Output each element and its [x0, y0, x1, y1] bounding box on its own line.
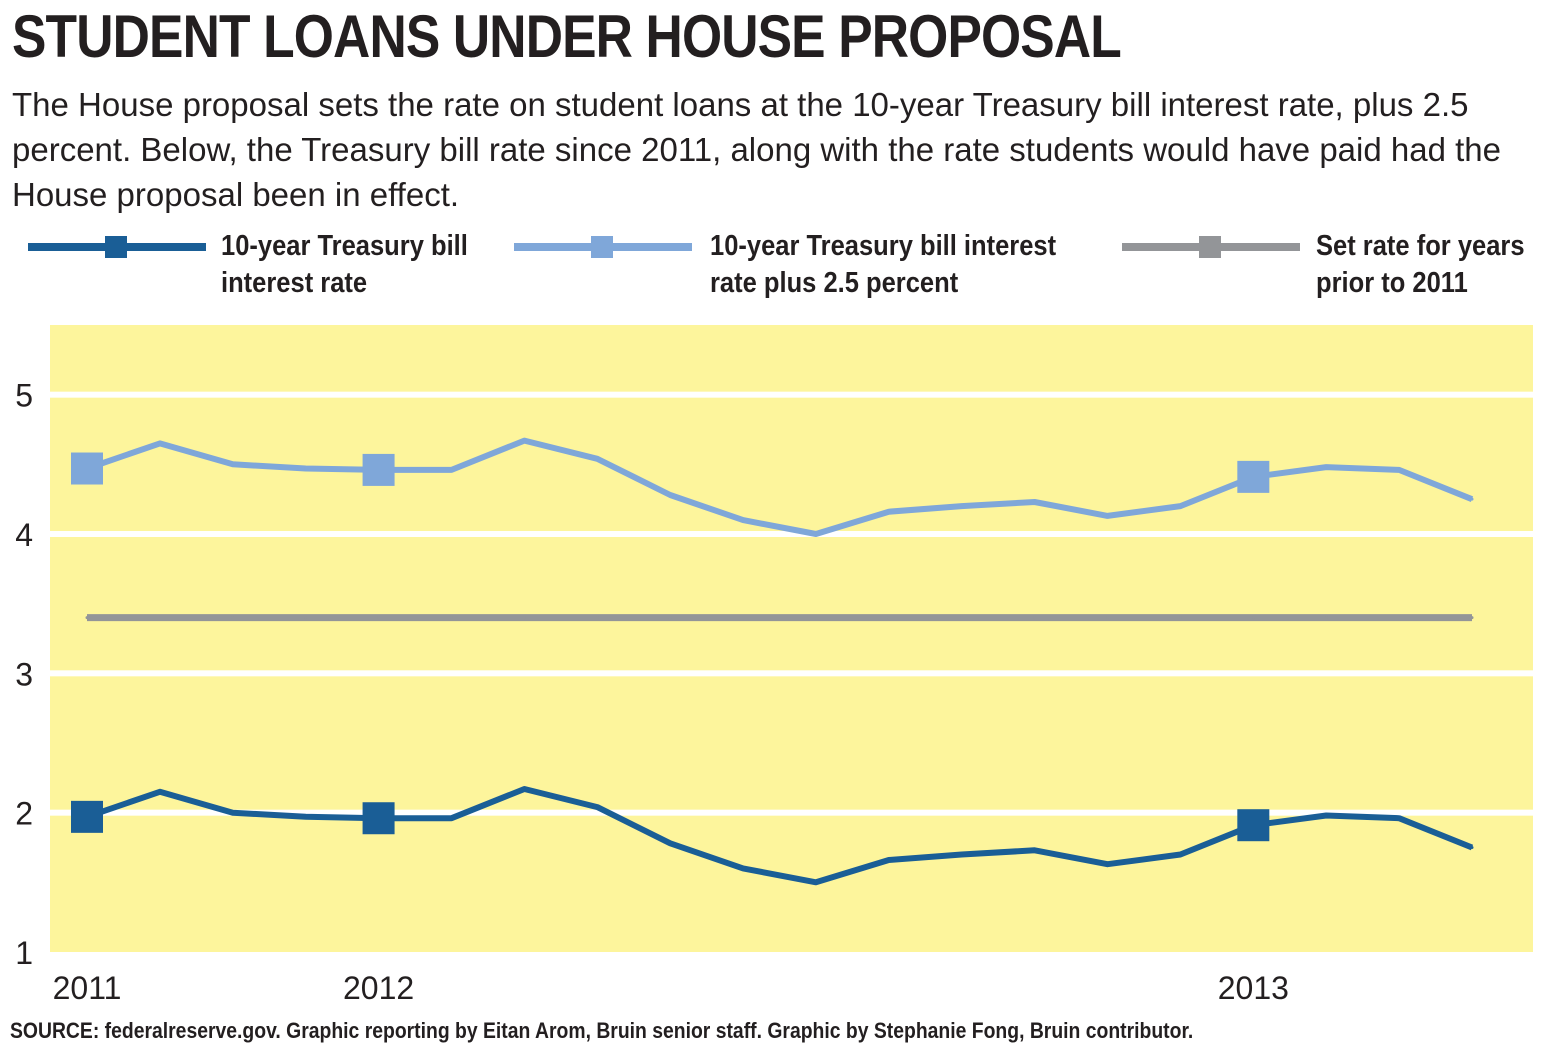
- data-point: [231, 462, 235, 466]
- data-point: [1033, 848, 1037, 852]
- data-point: [1470, 846, 1474, 849]
- legend-marker: [591, 236, 613, 258]
- legend-marker: [1199, 236, 1221, 258]
- data-point: [522, 439, 526, 443]
- data-point: [85, 616, 89, 620]
- gridline: [40, 809, 1533, 816]
- y-tick-label: 3: [15, 656, 33, 692]
- data-point: [1033, 500, 1037, 504]
- data-point: [1470, 616, 1474, 620]
- data-point: [595, 805, 599, 809]
- legend-label: Set rate for years prior to 2011: [1316, 228, 1525, 302]
- data-point: [231, 811, 235, 815]
- data-point: [1324, 465, 1328, 469]
- data-point: [304, 467, 308, 471]
- series-marker: [362, 453, 395, 486]
- legend-label-line2: prior to 2011: [1316, 267, 1468, 299]
- data-point: [1178, 852, 1182, 856]
- y-tick-label: 5: [15, 378, 33, 414]
- data-point: [1178, 616, 1182, 620]
- data-point: [449, 616, 453, 620]
- data-point: [668, 841, 672, 845]
- chart-subtitle: The House proposal sets the rate on stud…: [12, 86, 1501, 213]
- data-point: [1397, 816, 1401, 820]
- data-point: [377, 616, 381, 620]
- data-point: [887, 858, 891, 862]
- data-point: [1251, 616, 1255, 620]
- data-point: [814, 880, 818, 884]
- legend-label-line1: 10-year Treasury bill: [221, 230, 468, 262]
- data-point: [1324, 813, 1328, 817]
- chart-title: STUDENT LOANS UNDER HOUSE PROPOSAL: [12, 3, 1122, 70]
- legend-label-line2: rate plus 2.5 percent: [710, 267, 959, 299]
- legend-label-line1: 10-year Treasury bill interest: [710, 230, 1057, 262]
- data-point: [960, 504, 964, 508]
- data-point: [158, 790, 162, 794]
- data-point: [304, 815, 308, 819]
- legend-label: 10-year Treasury bill interest rate: [221, 228, 468, 302]
- data-point: [960, 852, 964, 856]
- data-point: [1397, 468, 1401, 472]
- x-tick-label: 2012: [343, 970, 414, 1006]
- data-point: [814, 532, 818, 536]
- data-point: [449, 468, 453, 472]
- data-point: [741, 518, 745, 522]
- data-point: [1178, 504, 1182, 508]
- y-tick-label: 4: [15, 517, 33, 553]
- data-point: [1397, 616, 1401, 620]
- data-point: [668, 616, 672, 620]
- data-point: [741, 616, 745, 620]
- y-tick-label: 2: [15, 796, 33, 832]
- data-point: [595, 457, 599, 461]
- series-marker: [71, 800, 103, 833]
- data-point: [522, 616, 526, 620]
- legend-label: 10-year Treasury bill interest rate plus…: [710, 228, 1056, 302]
- data-point: [960, 616, 964, 620]
- data-point: [1470, 497, 1474, 501]
- legend-label-line1: Set rate for years: [1316, 230, 1525, 262]
- series-marker: [362, 802, 395, 835]
- data-point: [887, 510, 891, 514]
- data-point: [1106, 616, 1110, 620]
- data-point: [887, 616, 891, 620]
- data-point: [668, 493, 672, 497]
- data-point: [158, 616, 162, 620]
- data-point: [522, 787, 526, 791]
- x-tick-label: 2013: [1218, 970, 1289, 1006]
- data-point: [1033, 616, 1037, 620]
- plot-background: [50, 325, 1533, 952]
- data-point: [1106, 862, 1110, 866]
- data-point: [1324, 616, 1328, 620]
- legend-label-line2: interest rate: [221, 267, 368, 299]
- series-marker: [1237, 460, 1270, 493]
- data-point: [595, 616, 599, 620]
- gridline: [40, 670, 1533, 677]
- data-point: [158, 441, 162, 445]
- data-point: [304, 616, 308, 620]
- gridline: [40, 531, 1533, 537]
- y-tick-label: 1: [15, 935, 33, 971]
- series-marker: [1237, 809, 1270, 842]
- gridline: [40, 391, 1533, 398]
- data-point: [741, 866, 745, 870]
- line-chart: 1 2 3 4 5 2011 2012 2013: [15, 325, 1533, 1006]
- series-marker: [71, 452, 103, 485]
- data-point: [231, 616, 235, 620]
- legend-marker: [105, 236, 127, 258]
- source-note: SOURCE: federalreserve.gov. Graphic repo…: [10, 1018, 1194, 1043]
- data-point: [814, 616, 818, 620]
- x-tick-label: 2011: [53, 970, 122, 1006]
- data-point: [1106, 514, 1110, 518]
- data-point: [449, 816, 453, 820]
